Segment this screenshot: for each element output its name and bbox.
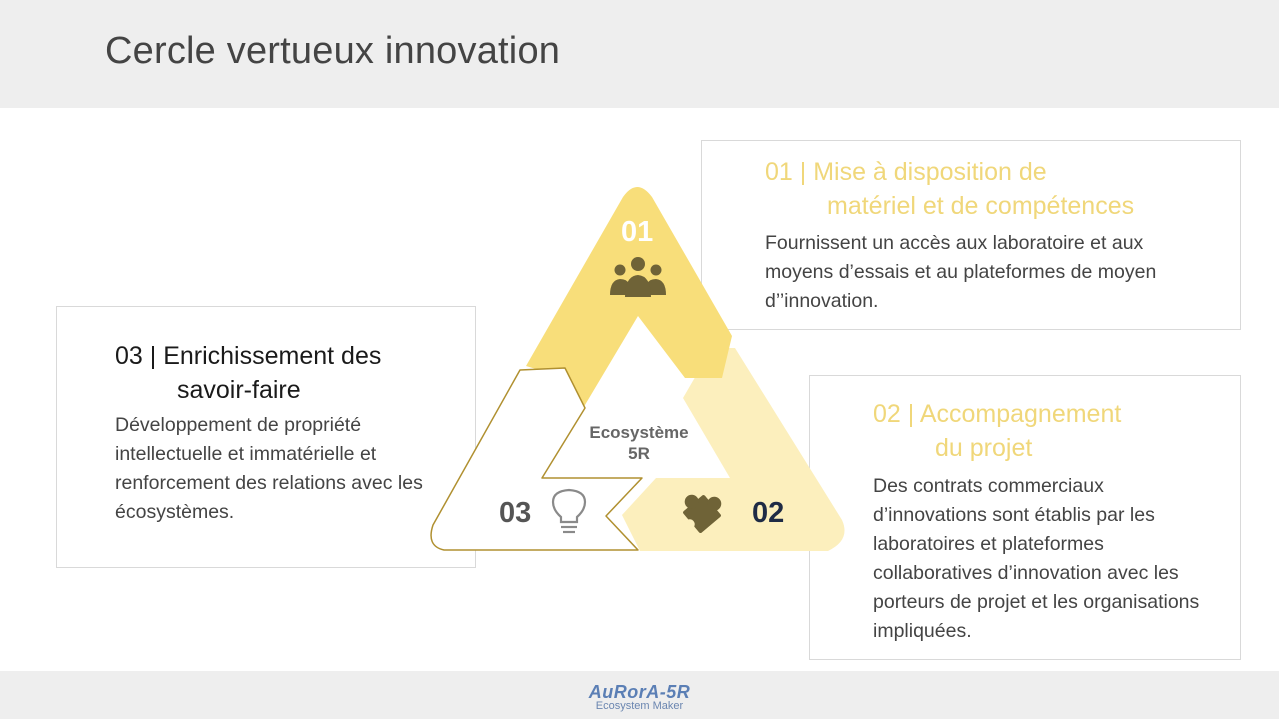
puzzle-icon [683,494,722,533]
card-02-heading-line2: du projet [935,434,1033,462]
center-label-line2: 5R [628,444,650,463]
card-step-02: 02 | Accompagnement du projet Des contra… [809,375,1241,660]
people-icon [610,257,666,297]
logo-sub-text: Ecosystem Maker [595,700,684,712]
header-bar: Cercle vertueux innovation [0,0,1279,108]
step-number-02: 02 [752,497,785,529]
segment-01 [526,187,732,410]
step-number-03: 03 [499,497,532,529]
card-step-03: 03 | Enrichissement des savoir-faire Dév… [56,306,476,568]
card-01-body: Fournissent un accès aux laboratoire et … [765,232,1157,312]
card-02-heading: 02 | Accompagnement du projet [873,397,1121,465]
card-02-heading-line1: 02 | Accompagnement [873,400,1122,428]
card-01-heading-line2: matériel et de compétences [827,192,1135,220]
card-03-heading-line2: savoir-faire [177,376,301,404]
card-01-heading-line1: 01 | Mise à disposition de [765,158,1047,186]
card-03-heading-line1: 03 | Enrichissement des [115,342,382,370]
center-label: Ecosystème 5R [560,422,718,464]
center-label-line1: Ecosystème [589,423,689,442]
footer-bar [0,671,1279,719]
lightbulb-icon [551,488,587,534]
page-title: Cercle vertueux innovation [105,30,561,72]
card-02-body: Des contrats commerciaux d’innovations s… [873,475,1200,642]
card-step-01: 01 | Mise à disposition de matériel et d… [701,140,1241,330]
logo-main-text: AuRorA-5R [588,682,691,702]
step-number-01: 01 [621,216,654,248]
card-03-heading: 03 | Enrichissement des savoir-faire [115,339,381,407]
segment-03 [430,367,643,551]
brand-logo: AuRorA-5R Ecosystem Maker [0,683,1279,712]
card-01-heading: 01 | Mise à disposition de matériel et d… [765,155,1134,223]
segment-02 [622,348,845,551]
card-03-body: Développement de propriété intellectuell… [115,414,423,523]
